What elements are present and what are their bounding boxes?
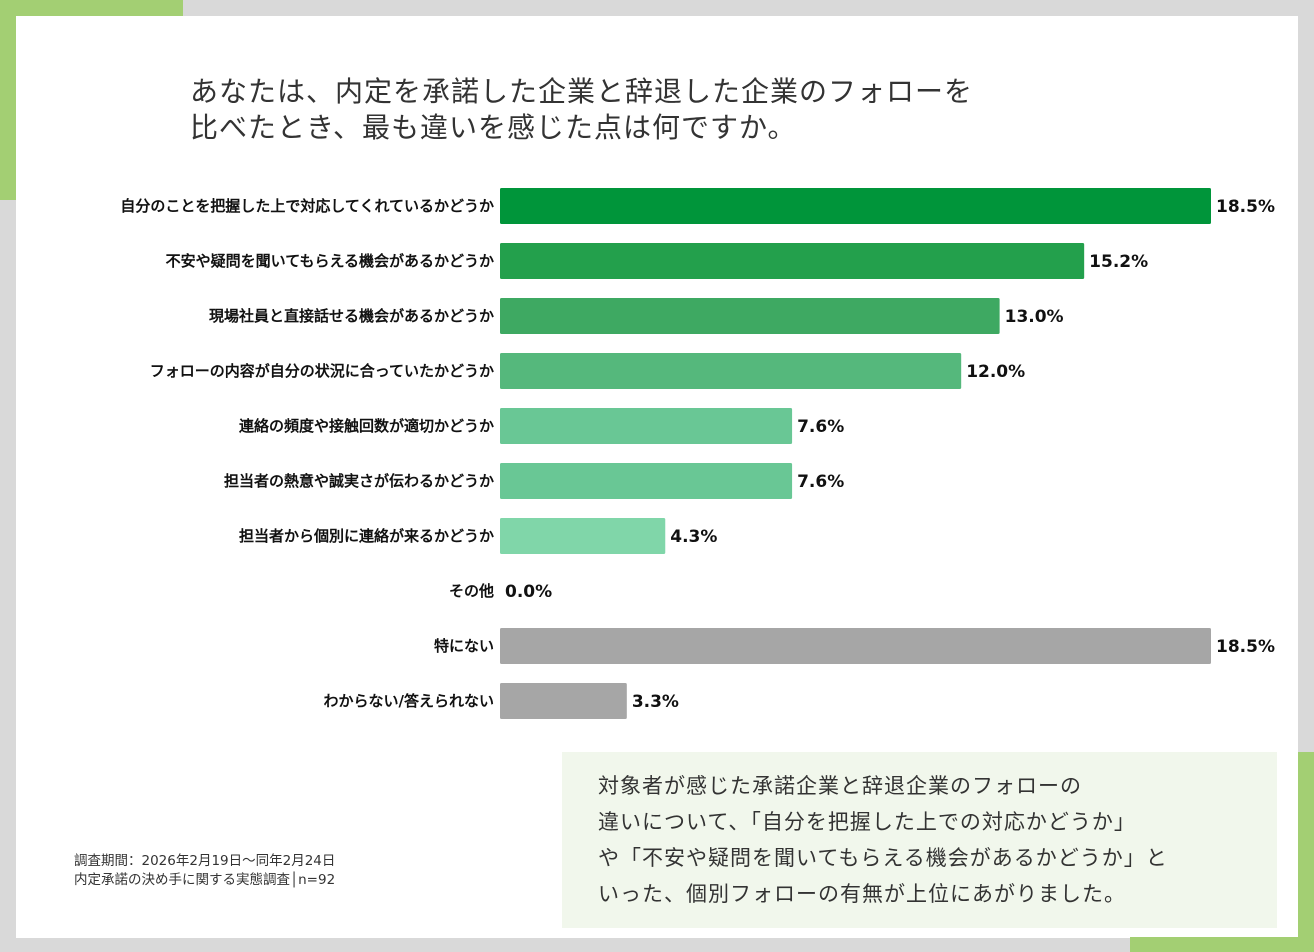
value-label: 7.6%: [797, 472, 844, 492]
value-label: 13.0%: [1005, 307, 1064, 327]
bar: [500, 353, 962, 389]
callout-line: いった、個別フォローの有無が上位にあがりました。: [598, 882, 1126, 906]
footnote: 調査期間：2026年2月19日～同年2月24日 内定承諾の決め手に関する実態調査…: [74, 852, 335, 890]
bar: [500, 463, 793, 499]
corner-decoration-right: [1298, 752, 1314, 952]
value-label: 18.5%: [1216, 197, 1275, 217]
value-label: 15.2%: [1089, 252, 1148, 272]
category-label: 担当者から個別に連絡が来るかどうか: [239, 527, 494, 545]
corner-decoration-top: [0, 0, 183, 16]
category-label: フォローの内容が自分の状況に合っていたかどうか: [150, 362, 494, 380]
bar: [500, 628, 1211, 664]
survey-name: 内定承諾の決め手に関する実態調査│n=92: [74, 872, 336, 888]
summary-callout: 対象者が感じた承諾企業と辞退企業のフォローの 違いについて、「自分を把握した上で…: [562, 752, 1277, 928]
category-label: 不安や疑問を聞いてもらえる機会があるかどうか: [166, 252, 494, 270]
value-label: 18.5%: [1216, 637, 1275, 657]
category-label: 現場社員と直接話せる機会があるかどうか: [209, 307, 494, 325]
value-label: 4.3%: [670, 527, 717, 547]
category-label: 担当者の熱意や誠実さが伝わるかどうか: [224, 472, 494, 490]
value-label: 12.0%: [966, 362, 1025, 382]
bar: [500, 683, 627, 719]
value-label: 0.0%: [505, 582, 552, 602]
title-line: 比べたとき、最も違いを感じた点は何ですか。: [190, 111, 797, 144]
category-label: その他: [449, 582, 494, 600]
category-label: 自分のことを把握した上で対応してくれているかどうか: [120, 197, 494, 215]
bar: [500, 243, 1085, 279]
title-line: あなたは、内定を承諾した企業と辞退した企業のフォローを: [190, 75, 974, 108]
value-label: 3.3%: [632, 692, 679, 712]
callout-line: 対象者が感じた承諾企業と辞退企業のフォローの: [598, 774, 1082, 798]
bar: [500, 408, 793, 444]
corner-decoration-left: [0, 0, 16, 200]
value-label: 7.6%: [797, 417, 844, 437]
category-label: わからない/答えられない: [324, 692, 494, 710]
bar: [500, 188, 1211, 224]
callout-line: や「不安や疑問を聞いてもらえる機会があるかどうか」と: [598, 846, 1168, 870]
callout-line: 違いについて、「自分を把握した上での対応かどうか」: [598, 810, 1136, 834]
corner-decoration-bottom: [1130, 937, 1314, 952]
category-label: 特にない: [434, 637, 494, 655]
category-label: 連絡の頻度や接触回数が適切かどうか: [239, 417, 494, 435]
chart-title: あなたは、内定を承諾した企業と辞退した企業のフォローを 比べたとき、最も違いを感…: [190, 74, 973, 146]
bar: [500, 298, 1000, 334]
survey-period: 調査期間：2026年2月19日～同年2月24日: [74, 853, 336, 869]
bar: [500, 518, 666, 554]
